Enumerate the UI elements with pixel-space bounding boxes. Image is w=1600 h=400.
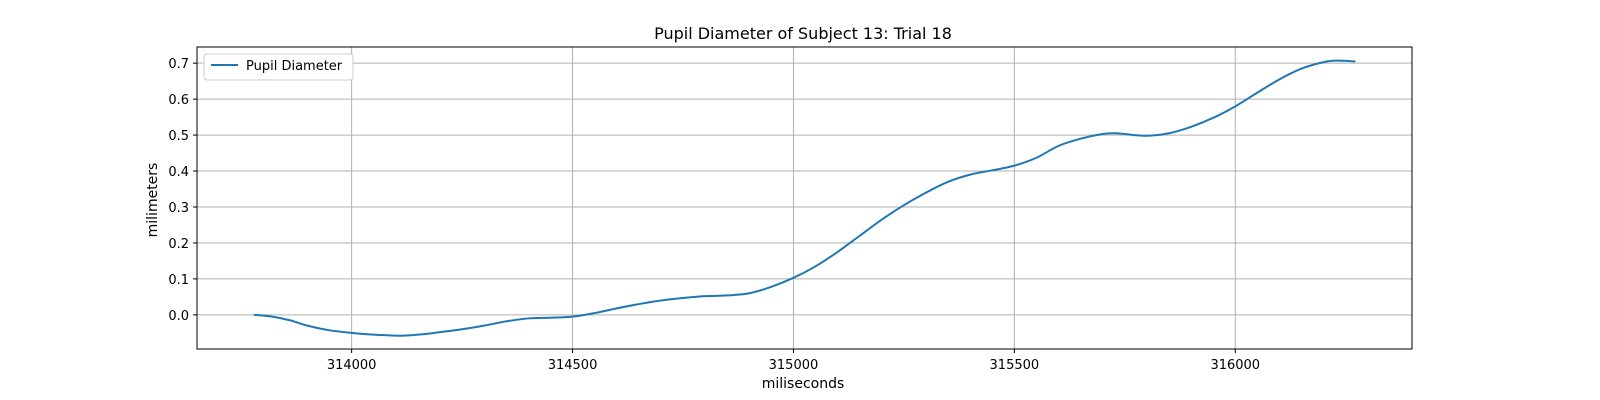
plot-area-frame [196, 46, 1413, 350]
y-axis-label: milimeters [145, 163, 161, 238]
y-tick-label: 0.5 [168, 129, 189, 144]
legend-label: Pupil Diameter [246, 59, 343, 74]
chart-title: Pupil Diameter of Subject 13: Trial 18 [654, 24, 952, 43]
series-layer [253, 59, 1356, 337]
y-tick-label: 0.7 [168, 57, 189, 72]
x-tick-label: 315500 [990, 358, 1040, 373]
series-line-pupil-diameter [253, 59, 1356, 337]
x-tick-label: 314000 [327, 358, 377, 373]
y-tick-label: 0.0 [168, 309, 189, 324]
x-axis-label: miliseconds [762, 376, 845, 392]
legend: Pupil Diameter [203, 53, 354, 81]
legend-box [203, 53, 354, 81]
axis-ticks: 314000 314500 315000 315500 316000 0.0 0.1 0.2 0… [168, 57, 1260, 373]
y-tick-label: 0.6 [168, 93, 189, 108]
y-tick-label: 0.4 [168, 165, 189, 180]
x-tick-label: 314500 [548, 358, 598, 373]
y-tick-label: 0.1 [168, 273, 189, 288]
x-tick-label: 315000 [769, 358, 819, 373]
x-tick-label: 316000 [1210, 358, 1260, 373]
y-tick-label: 0.3 [168, 201, 189, 216]
grid-lines [197, 47, 1412, 349]
y-tick-label: 0.2 [168, 237, 189, 252]
